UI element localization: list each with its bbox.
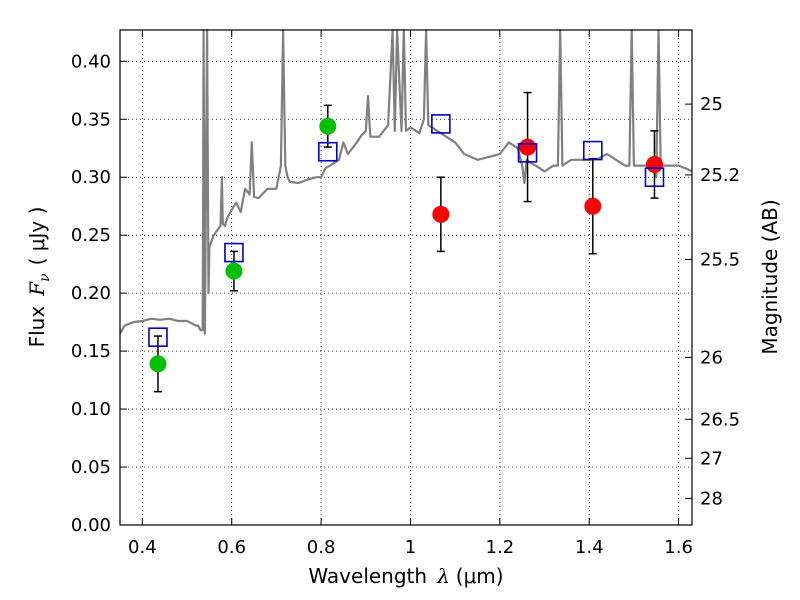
x-tick-label: 0.4 bbox=[128, 537, 157, 558]
y-axis-label: Flux Fν ( μJy ) bbox=[25, 207, 53, 348]
x-tick-label: 1.6 bbox=[664, 537, 693, 558]
ticks-layer: 0.4 0.6 0.8 1 1.2 1.4 1.6 0.00 0.05 0.10 0.15 0.20 0… bbox=[71, 30, 740, 558]
x-axis-label-unit: (μm) bbox=[456, 564, 504, 588]
y-axis-label-symbol: F bbox=[25, 281, 49, 297]
grid-layer bbox=[120, 30, 692, 525]
x-tick-label: 1 bbox=[405, 537, 416, 558]
magnitude-tick-label: 27 bbox=[700, 448, 723, 469]
y-axis-label-text: Flux bbox=[25, 306, 49, 348]
model-photometry-square bbox=[431, 114, 451, 134]
model-photometry-square bbox=[644, 167, 665, 188]
y-tick-label: 0.10 bbox=[71, 399, 111, 420]
green-data-point bbox=[149, 355, 167, 373]
model-photometry-square bbox=[224, 242, 244, 263]
y-tick-label: 0.05 bbox=[71, 457, 111, 478]
model-photometry-square bbox=[582, 140, 603, 161]
red-data-point bbox=[432, 205, 450, 223]
x-axis-label-text: Wavelength bbox=[308, 564, 427, 588]
x-tick-label: 0.6 bbox=[217, 537, 246, 558]
sed-model-line bbox=[119, 28, 693, 335]
magnitude-tick-label: 25.2 bbox=[700, 165, 740, 186]
y-tick-label: 0.30 bbox=[71, 167, 111, 188]
x-tick-label: 1.4 bbox=[575, 537, 604, 558]
model-photometry-square bbox=[517, 143, 538, 163]
red-data-point bbox=[519, 138, 537, 156]
magnitude-axis-label: Magnitude (AB) bbox=[758, 199, 782, 354]
green-data-point bbox=[319, 117, 337, 135]
y-tick-label: 0.40 bbox=[71, 51, 111, 72]
model-photometry-square bbox=[148, 327, 168, 348]
y-axis-label-unit: ( μJy ) bbox=[25, 207, 49, 266]
x-tick-label: 0.8 bbox=[307, 537, 336, 558]
green-data-point bbox=[225, 262, 243, 280]
x-axis-label: Wavelength λ (μm) bbox=[308, 564, 503, 588]
y-tick-label: 0.25 bbox=[71, 225, 111, 246]
y-tick-label: 0.35 bbox=[71, 109, 111, 130]
magnitude-tick-label: 26.5 bbox=[700, 409, 740, 430]
red-data-point bbox=[645, 155, 663, 173]
y-tick-label: 0.15 bbox=[71, 341, 111, 362]
points-layer bbox=[148, 91, 665, 393]
magnitude-tick-label: 28 bbox=[700, 488, 723, 509]
x-axis-label-symbol: λ bbox=[436, 564, 450, 588]
y-tick-label: 0.20 bbox=[71, 283, 111, 304]
y-tick-label: 0.00 bbox=[71, 515, 111, 536]
magnitude-tick-label: 25 bbox=[700, 94, 723, 115]
model-photometry-square bbox=[317, 141, 338, 162]
plot-frame bbox=[119, 29, 693, 526]
magnitude-tick-label: 26 bbox=[700, 347, 723, 368]
y-axis-label-subscript: ν bbox=[37, 273, 53, 282]
magnitude-tick-label: 25.5 bbox=[700, 249, 740, 270]
x-tick-label: 1.2 bbox=[486, 537, 515, 558]
red-data-point bbox=[584, 197, 602, 215]
sed-layer bbox=[119, 28, 693, 335]
